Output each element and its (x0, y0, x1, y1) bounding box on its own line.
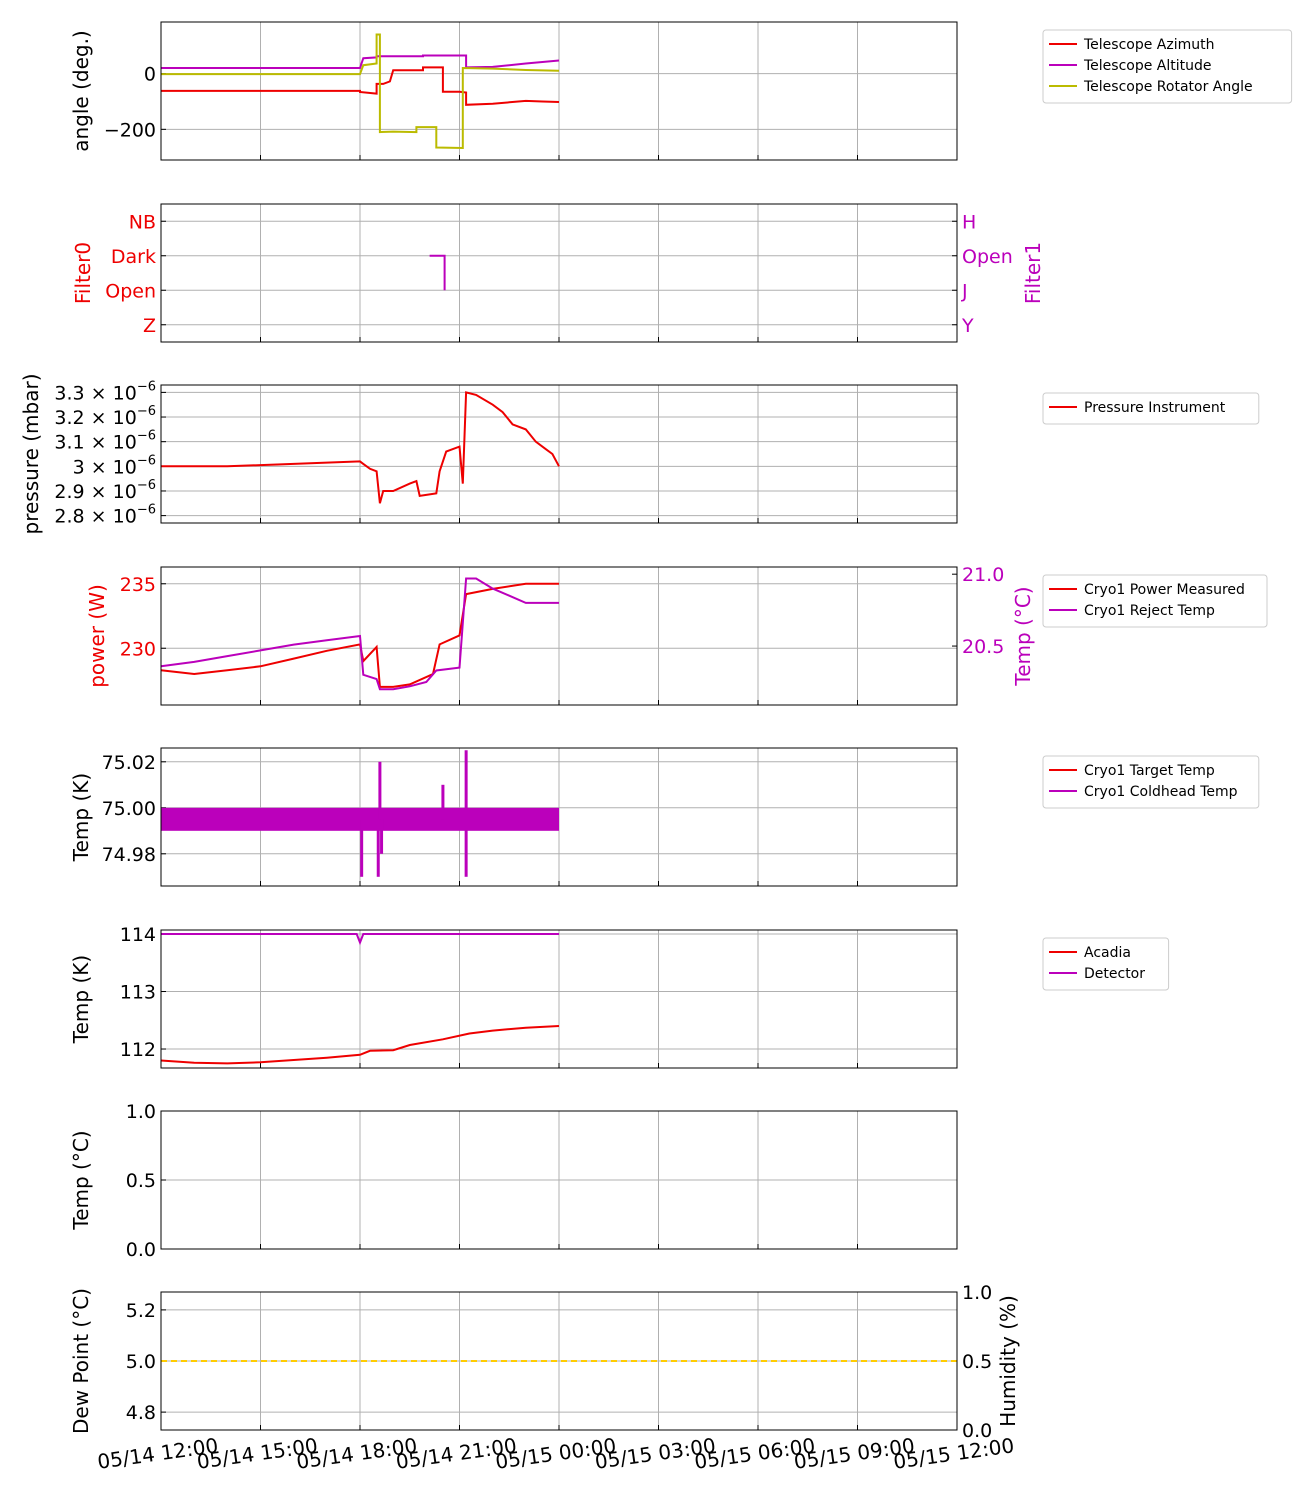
legend-label: Telescope Azimuth (1083, 37, 1214, 53)
series-line (161, 54, 560, 69)
panel-3: 3.3 × 10−63.2 × 10−63.1 × 10−63 × 10−62.… (19, 373, 1260, 535)
y-tick-label-right: 0.5 (962, 1351, 992, 1373)
y-axis-label: angle (deg.) (69, 30, 93, 152)
y-tick-label: NB (129, 211, 156, 233)
panel-7: 1.0 0.5 0.0 Temp (°C) (69, 1101, 958, 1261)
y-axis-label-right: Humidity (%) (996, 1295, 1020, 1427)
series-line (160, 1025, 560, 1065)
legend-box (1042, 574, 1268, 628)
panel-4: 235 230 21.0 20.5 power (W) Temp (°C) Cryo1 Po… (85, 564, 1268, 706)
legend-label: Cryo1 Power Measured (1084, 582, 1245, 598)
y-tick-label: 0 (144, 64, 156, 86)
y-tick-label: 75.02 (102, 752, 156, 774)
y-tick-label-right: Open (962, 246, 1013, 268)
y-tick-label: 0.0 (126, 1239, 156, 1261)
legend-box (1042, 755, 1260, 809)
legend-label: Cryo1 Coldhead Temp (1084, 784, 1238, 800)
plot-frame (160, 203, 958, 343)
y-axis-label: Temp (K) (69, 955, 93, 1044)
y-tick-label: 3.3 × 10−6 (54, 379, 156, 404)
plot-frame (160, 747, 958, 887)
panel-8: 5.2 5.0 4.8 1.0 0.5 0.0 Dew Point (°C) Humidity… (69, 1282, 1020, 1442)
y-tick-label: 2.9 × 10−6 (54, 478, 156, 503)
series-line (161, 33, 560, 150)
legend-label: Acadia (1084, 945, 1131, 961)
legend-box (1042, 392, 1260, 425)
y-tick-label: 3.2 × 10−6 (54, 404, 156, 429)
series-line (161, 391, 560, 504)
y-axis-label: Dew Point (°C) (69, 1288, 93, 1434)
y-axis-label: Temp (°C) (69, 1130, 93, 1230)
y-tick-label: Dark (111, 246, 156, 268)
plot-frame (160, 566, 958, 706)
y-axis-label-right: Filter1 (1021, 242, 1045, 304)
legend-label: Telescope Rotator Angle (1083, 79, 1253, 95)
y-tick-label: 75.00 (102, 798, 156, 820)
y-tick-label-right: 0.0 (962, 1420, 992, 1442)
y-tick-label: 112 (120, 1039, 156, 1061)
legend-label: Pressure Instrument (1084, 400, 1226, 416)
panel-1: 0 −200 angle (deg.) Telescope Azimuth Telesc… (69, 21, 1293, 161)
y-tick-label: 3 × 10−6 (73, 453, 156, 478)
y-axis-label: pressure (mbar) (19, 373, 43, 534)
plot-frame (160, 929, 958, 1069)
series-line (161, 66, 560, 106)
plot-frame (160, 21, 958, 161)
y-tick-label-right: 21.0 (962, 564, 1004, 586)
y-tick-label: Z (143, 315, 156, 337)
y-tick-label-right: Y (961, 315, 974, 337)
y-axis-label: Temp (K) (69, 773, 93, 862)
y-axis-label: power (W) (85, 584, 109, 688)
y-tick-label: Open (105, 280, 156, 302)
y-axis-label: Filter0 (71, 242, 95, 304)
panel-2: NB Dark Open Z H Open JY Filter0 Filter1 (71, 203, 1045, 343)
legend-label: Telescope Altitude (1083, 58, 1212, 74)
y-tick-label: 114 (120, 924, 156, 946)
y-tick-label-right: J (961, 280, 968, 302)
panel-5: 75.02 75.00 74.98 Temp (K) Cryo1 Target Temp… (69, 747, 1260, 887)
series-line (429, 254, 446, 291)
series-line (161, 933, 559, 946)
y-tick-label: 235 (120, 574, 156, 596)
y-tick-label-right: 20.5 (962, 636, 1004, 658)
legend-label: Detector (1084, 966, 1145, 982)
plot-frame (160, 1110, 958, 1250)
y-tick-label-right: 1.0 (962, 1282, 992, 1304)
y-tick-label-right: H (962, 211, 976, 233)
legend-label: Cryo1 Reject Temp (1084, 603, 1215, 619)
y-tick-label: 230 (120, 638, 156, 660)
panel-6: 114 113 112 Temp (K) Acadia Detector (69, 924, 1170, 1069)
y-tick-label: −200 (104, 119, 156, 141)
legend-label: Cryo1 Target Temp (1084, 763, 1215, 779)
legend-box (1042, 29, 1293, 104)
series-line (160, 577, 559, 691)
y-tick-label: 4.8 (126, 1402, 156, 1424)
y-tick-label: 5.2 (126, 1300, 156, 1322)
plot-frame (160, 1291, 958, 1431)
y-axis-label-right: Temp (°C) (1011, 586, 1035, 686)
y-tick-label: 0.5 (126, 1170, 156, 1192)
y-tick-label: 2.8 × 10−6 (54, 503, 156, 528)
y-tick-label: 5.0 (126, 1351, 156, 1373)
y-tick-label: 1.0 (126, 1101, 156, 1123)
plot-frame (160, 384, 958, 524)
y-tick-label: 74.98 (102, 844, 156, 866)
y-tick-label: 113 (120, 982, 156, 1004)
y-tick-label: 3.1 × 10−6 (54, 429, 156, 454)
